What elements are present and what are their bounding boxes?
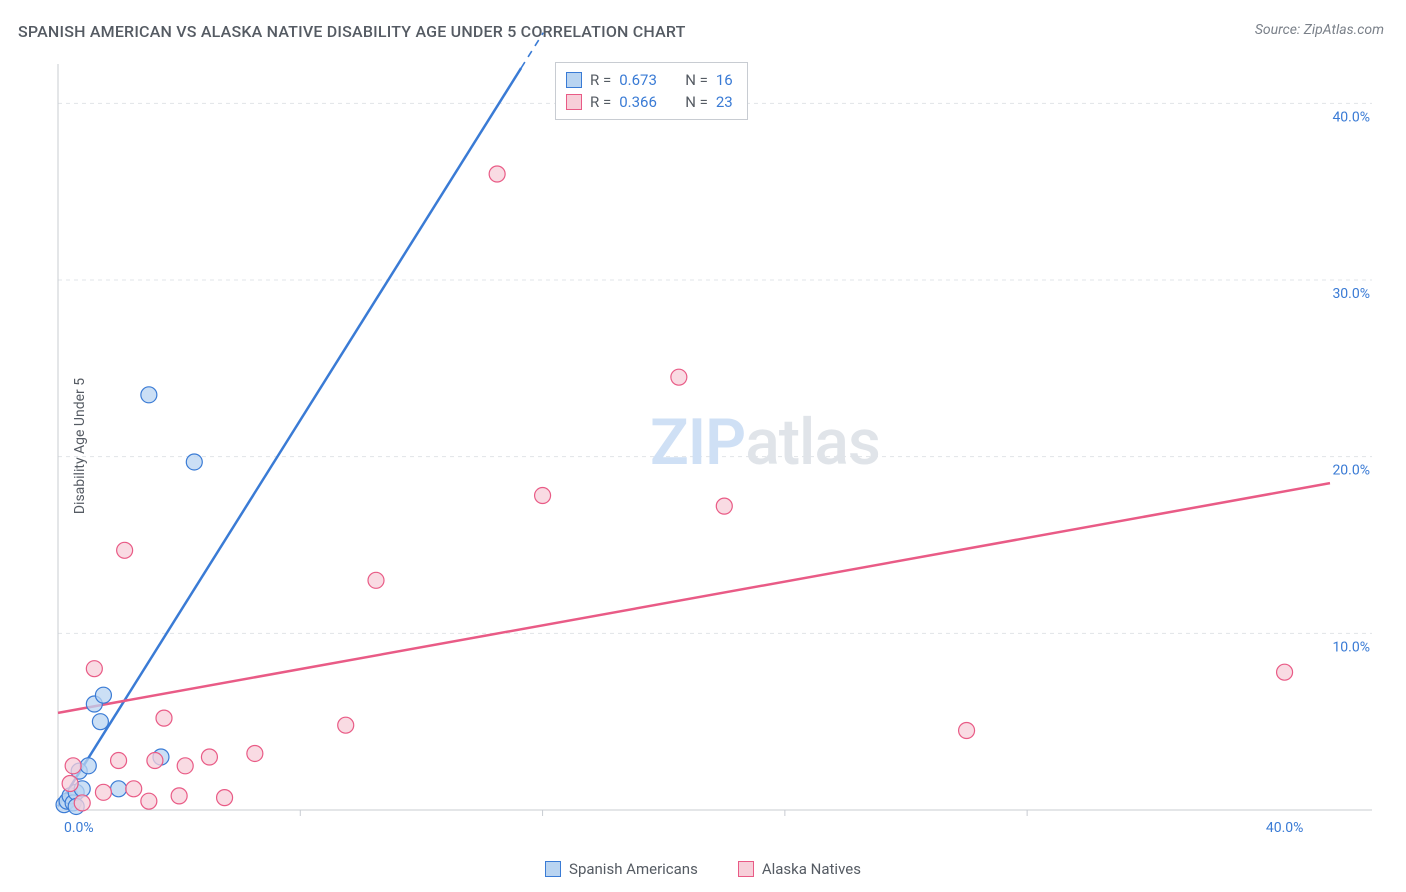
data-point: [111, 753, 127, 769]
data-point: [147, 753, 163, 769]
trend-line-solid: [58, 68, 521, 806]
stat-n-value: 16: [716, 69, 733, 91]
data-point: [117, 542, 133, 558]
data-point: [80, 758, 96, 774]
series-legend: Spanish Americans Alaska Natives: [0, 860, 1406, 878]
data-point: [959, 723, 975, 739]
data-point: [171, 788, 187, 804]
stat-n-label: N =: [685, 91, 708, 113]
stat-n-label: N =: [685, 69, 708, 91]
legend-swatch: [738, 861, 754, 877]
legend-swatch: [566, 94, 582, 110]
chart-source: Source: ZipAtlas.com: [1255, 22, 1384, 38]
data-point: [1277, 664, 1293, 680]
data-point: [126, 781, 142, 797]
data-point: [86, 661, 102, 677]
stats-legend-row: R = 0.673 N = 16: [566, 69, 733, 91]
stats-legend-row: R = 0.366 N = 23: [566, 91, 733, 113]
y-tick-label: 30.0%: [1332, 286, 1370, 302]
data-point: [201, 749, 217, 765]
data-point: [716, 498, 732, 514]
series-legend-item: Spanish Americans: [545, 860, 698, 878]
data-point: [217, 790, 233, 806]
y-tick-label: 40.0%: [1332, 109, 1370, 125]
data-point: [671, 369, 687, 385]
y-tick-label: 20.0%: [1332, 463, 1370, 479]
y-tick-label: 10.0%: [1332, 639, 1370, 655]
chart-title: SPANISH AMERICAN VS ALASKA NATIVE DISABI…: [18, 22, 686, 41]
stat-r-label: R =: [590, 69, 611, 91]
x-tick-label: 0.0%: [64, 820, 94, 836]
series-legend-label: Alaska Natives: [762, 860, 861, 878]
data-point: [186, 454, 202, 470]
stat-r-value: 0.366: [619, 91, 667, 113]
data-point: [247, 745, 263, 761]
scatter-plot-svg: 10.0% 20.0% 30.0% 40.0% 0.0% 40.0%: [50, 60, 1380, 840]
data-point: [95, 784, 111, 800]
data-point: [74, 795, 90, 811]
data-point: [535, 488, 551, 504]
data-point: [92, 714, 108, 730]
plot-area: 10.0% 20.0% 30.0% 40.0% 0.0% 40.0%: [50, 60, 1380, 840]
data-point: [141, 387, 157, 403]
data-point: [368, 572, 384, 588]
correlation-chart-container: SPANISH AMERICAN VS ALASKA NATIVE DISABI…: [0, 0, 1406, 892]
data-point: [62, 776, 78, 792]
trend-line: [58, 483, 1330, 713]
data-point: [95, 687, 111, 703]
data-point: [111, 781, 127, 797]
series-legend-item: Alaska Natives: [738, 860, 861, 878]
stats-legend: R = 0.673 N = 16 R = 0.366 N = 23: [555, 62, 748, 120]
series-legend-label: Spanish Americans: [569, 860, 698, 878]
data-point: [338, 717, 354, 733]
legend-swatch: [545, 861, 561, 877]
stat-n-value: 23: [716, 91, 733, 113]
data-point: [177, 758, 193, 774]
legend-swatch: [566, 72, 582, 88]
data-point: [489, 166, 505, 182]
data-point: [156, 710, 172, 726]
stat-r-value: 0.673: [619, 69, 667, 91]
data-point: [65, 758, 81, 774]
data-point: [141, 793, 157, 809]
stat-r-label: R =: [590, 91, 611, 113]
x-tick-label: 40.0%: [1266, 820, 1304, 836]
